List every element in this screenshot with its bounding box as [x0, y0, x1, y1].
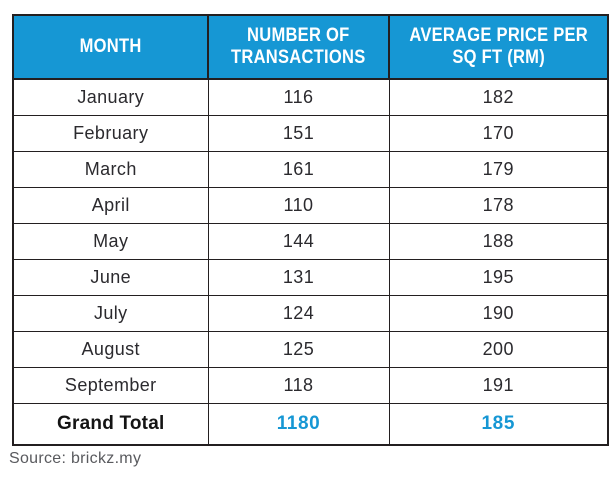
price-cell: 178 [388, 187, 609, 224]
table-row: March 161 179 [12, 151, 609, 188]
month-cell: June [12, 259, 209, 296]
price-cell: 200 [388, 331, 609, 368]
table-row: July 124 190 [12, 295, 609, 332]
table-row: February 151 170 [12, 115, 609, 152]
month-cell: August [12, 331, 209, 368]
grand-total-row: Grand Total 1180 185 [12, 403, 609, 446]
header-row: MONTH NUMBER OF TRANSACTIONS AVERAGE PRI… [12, 14, 609, 80]
month-cell: February [12, 115, 209, 152]
transactions-cell: 151 [207, 115, 390, 152]
transactions-cell: 161 [207, 151, 390, 188]
header-cell-transactions: NUMBER OF TRANSACTIONS [207, 14, 390, 80]
table-row: August 125 200 [12, 331, 609, 368]
transactions-cell: 131 [207, 259, 390, 296]
header-month-label: MONTH [79, 35, 142, 57]
price-cell: 190 [388, 295, 609, 332]
header-price-label: AVERAGE PRICE PER SQ FT (RM) [409, 24, 588, 68]
table-row: September 118 191 [12, 367, 609, 404]
grand-total-label: Grand Total [12, 403, 209, 446]
header-transactions-label: NUMBER OF TRANSACTIONS [231, 24, 366, 68]
table-row: April 110 178 [12, 187, 609, 224]
price-cell: 188 [388, 223, 609, 260]
table-row: January 116 182 [12, 78, 609, 116]
price-cell: 195 [388, 259, 609, 296]
month-cell: May [12, 223, 209, 260]
monthly-transactions-table: MONTH NUMBER OF TRANSACTIONS AVERAGE PRI… [12, 14, 609, 446]
source-caption: Source: brickz.my [9, 450, 142, 467]
header-cell-month: MONTH [12, 14, 209, 80]
transactions-cell: 116 [207, 78, 390, 116]
price-cell: 170 [388, 115, 609, 152]
month-cell: March [12, 151, 209, 188]
transactions-cell: 144 [207, 223, 390, 260]
price-cell: 182 [388, 78, 609, 116]
table-row: June 131 195 [12, 259, 609, 296]
price-cell: 179 [388, 151, 609, 188]
grand-total-price: 185 [388, 403, 609, 446]
table-row: May 144 188 [12, 223, 609, 260]
header-cell-price: AVERAGE PRICE PER SQ FT (RM) [388, 14, 609, 80]
grand-total-transactions: 1180 [207, 403, 390, 446]
month-cell: April [12, 187, 209, 224]
month-cell: January [12, 78, 209, 116]
price-cell: 191 [388, 367, 609, 404]
transactions-cell: 124 [207, 295, 390, 332]
month-cell: September [12, 367, 209, 404]
transactions-cell: 110 [207, 187, 390, 224]
transactions-cell: 118 [207, 367, 390, 404]
transactions-cell: 125 [207, 331, 390, 368]
month-cell: July [12, 295, 209, 332]
